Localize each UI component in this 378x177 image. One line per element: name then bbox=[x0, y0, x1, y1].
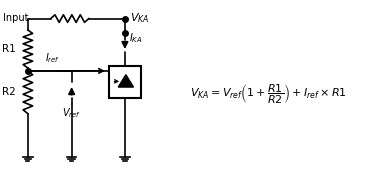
Text: $V_{ref}$: $V_{ref}$ bbox=[62, 106, 81, 120]
Text: Input: Input bbox=[3, 13, 29, 23]
Text: $I_{KA}$: $I_{KA}$ bbox=[129, 31, 142, 44]
Polygon shape bbox=[118, 75, 133, 87]
Text: $V_{KA}$: $V_{KA}$ bbox=[130, 11, 149, 25]
Text: R1: R1 bbox=[2, 44, 15, 54]
Text: $I_{ref}$: $I_{ref}$ bbox=[45, 51, 60, 65]
Text: $V_{KA} = V_{ref}\left(1 + \dfrac{R1}{R2}\right) + I_{ref} \times R1$: $V_{KA} = V_{ref}\left(1 + \dfrac{R1}{R2… bbox=[190, 83, 346, 106]
Text: R2: R2 bbox=[2, 87, 15, 97]
Bar bbox=[109, 66, 141, 98]
